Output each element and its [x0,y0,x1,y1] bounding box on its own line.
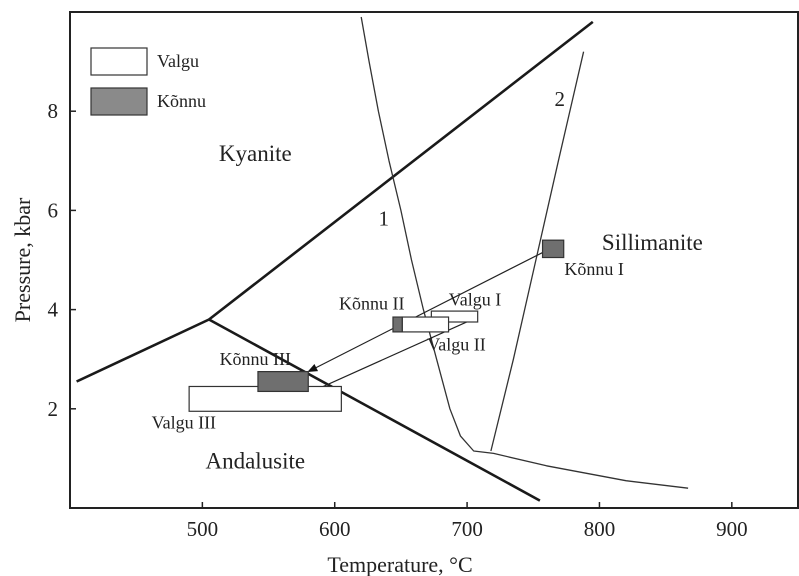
pt-box [541,239,565,259]
x-tick-label: 500 [187,517,219,541]
y-tick-label: 2 [48,397,59,421]
pt-box-label: Kõnnu III [220,349,291,369]
pt-path-arrow [307,252,543,373]
legend-label: Kõnnu [157,91,206,111]
curve-label: 2 [554,87,565,111]
phase-field-labels: Kyanite Sillimanite Andalusite [205,141,702,474]
reaction-curve-2 [490,51,585,452]
x-axis-title: Temperature, °C [327,552,472,576]
pt-box-label: Valgu II [427,334,485,354]
pt-box-label: Valgu I [449,290,502,310]
x-tick-label: 600 [319,517,351,541]
phase-field-label: Sillimanite [602,230,703,255]
pt-box [392,316,403,333]
curve-label: 1 [378,206,389,230]
pt-box-label: Kõnnu II [339,294,405,314]
pt-box [257,371,309,393]
plot-frame [69,11,799,509]
pt-box-label: Valgu III [152,413,216,433]
pt-box-label: Kõnnu I [564,259,624,279]
reaction-curves [360,16,689,489]
reaction-curve-1 [360,16,689,489]
phase-field-label: Andalusite [205,448,305,473]
phase-boundary-line [208,318,541,502]
legend-label: Valgu [157,51,199,71]
x-tick-label: 700 [451,517,483,541]
y-tick-label: 6 [48,198,59,222]
phase-field-label: Kyanite [219,141,292,166]
x-tick-label: 800 [584,517,616,541]
legend-swatch [90,87,148,116]
x-axis-ticks: 500 600 700 800 900 [187,502,748,541]
phase-boundaries [76,20,594,502]
y-axis-ticks: 2 4 6 8 [48,99,76,421]
pt-boxes [188,239,565,412]
y-tick-label: 4 [48,298,59,322]
y-tick-label: 8 [48,99,59,123]
legend-swatch [90,47,148,76]
legend: Valgu Kõnnu [90,47,206,116]
pt-box [401,316,450,333]
curve-labels: 12 [378,87,565,230]
pt-box-labels: Valgu I Valgu II Valgu III Kõnnu I Kõnnu II K… [152,259,624,433]
phase-boundary-line [76,318,210,383]
y-axis-title: Pressure, kbar [10,197,35,322]
x-tick-label: 900 [716,517,748,541]
phase-boundary-line [208,20,594,321]
